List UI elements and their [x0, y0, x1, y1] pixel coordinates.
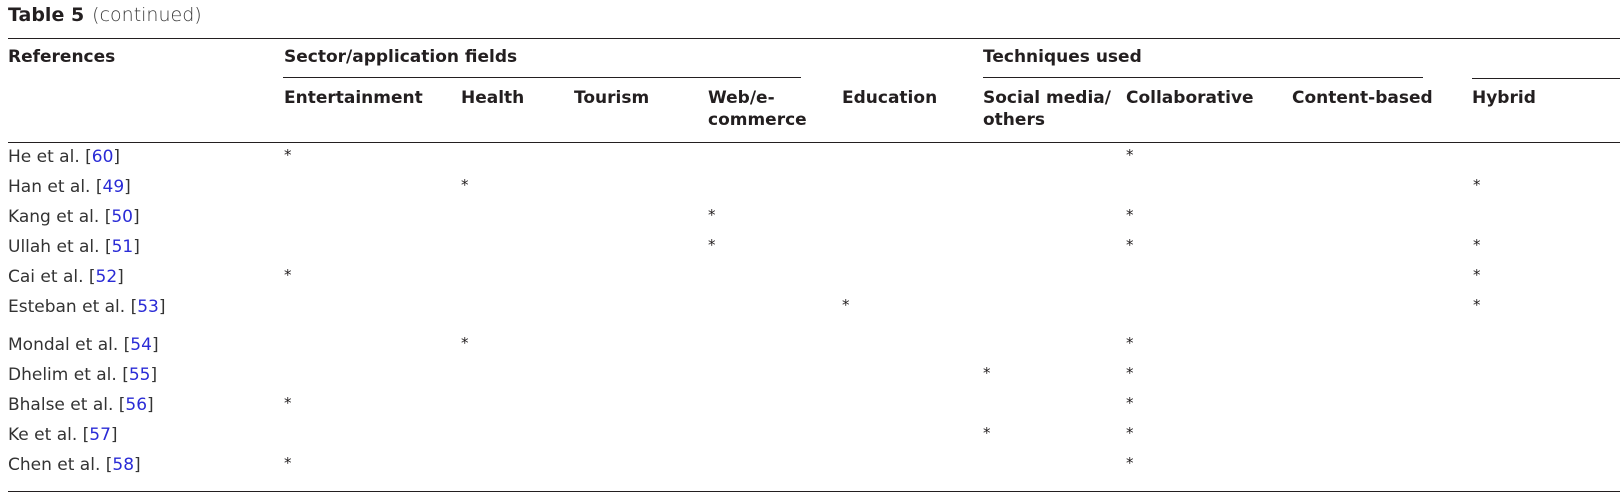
mark-collaborative: *: [1126, 424, 1134, 442]
mark-entertainment: *: [284, 454, 292, 472]
header-social-media: Social media/ others: [983, 87, 1111, 131]
reference-cell: Dhelim et al. [55]: [8, 364, 157, 386]
reference-close-bracket: ]: [113, 147, 121, 167]
header-tourism: Tourism: [574, 88, 650, 108]
reference-author: He et al. [: [8, 147, 92, 167]
table-caption: Table 5 (continued): [8, 4, 202, 26]
reference-close-bracket: ]: [110, 425, 118, 445]
mark-collaborative: *: [1126, 334, 1134, 352]
mark-hybrid: *: [1473, 266, 1481, 284]
mark-entertainment: *: [284, 394, 292, 412]
mark-collaborative: *: [1126, 394, 1134, 412]
reference-author: Esteban et al. [: [8, 297, 138, 317]
mark-collaborative: *: [1126, 206, 1134, 224]
header-hybrid: Hybrid: [1472, 88, 1536, 108]
mark-education: *: [842, 296, 850, 314]
citation-link[interactable]: 53: [137, 297, 159, 317]
citation-link[interactable]: 51: [111, 237, 134, 257]
techniques-group-rule: [983, 77, 1423, 78]
reference-close-bracket: ]: [147, 395, 154, 415]
reference-close-bracket: ]: [158, 297, 166, 317]
table-continued-note: (continued): [92, 4, 202, 26]
table-label: Table 5: [8, 4, 85, 26]
reference-cell: Kang et al. [50]: [8, 206, 140, 228]
header-education: Education: [842, 88, 938, 108]
reference-cell: Cai et al. [52]: [8, 266, 124, 288]
reference-author: Ke et al. [: [8, 425, 90, 445]
mark-entertainment: *: [284, 146, 292, 164]
reference-close-bracket: ]: [150, 365, 158, 385]
header-collaborative: Collaborative: [1126, 88, 1254, 108]
reference-cell: Bhalse et al. [56]: [8, 394, 154, 416]
header-content-based: Content-based: [1292, 88, 1433, 108]
header-social-line1: Social media/: [983, 88, 1111, 108]
mark-social: *: [983, 424, 991, 442]
citation-link[interactable]: 50: [111, 207, 133, 227]
reference-cell: Mondal et al. [54]: [8, 334, 159, 356]
citation-link[interactable]: 55: [128, 365, 151, 385]
mark-social: *: [983, 364, 991, 382]
reference-author: Ullah et al. [: [8, 237, 112, 257]
header-sector-group: Sector/application fields: [284, 47, 518, 67]
reference-cell: He et al. [60]: [8, 146, 120, 168]
mark-collaborative: *: [1126, 454, 1134, 472]
reference-cell: Esteban et al. [53]: [8, 296, 166, 318]
header-health: Health: [461, 88, 525, 108]
reference-close-bracket: ]: [134, 455, 141, 475]
mark-collaborative: *: [1126, 364, 1134, 382]
reference-close-bracket: ]: [124, 177, 131, 197]
citation-link[interactable]: 56: [125, 395, 148, 415]
reference-close-bracket: ]: [117, 267, 124, 287]
citation-link[interactable]: 49: [102, 177, 125, 197]
reference-author: Kang et al. [: [8, 207, 112, 227]
mark-web: *: [708, 236, 716, 254]
mark-collaborative: *: [1126, 236, 1134, 254]
mark-hybrid: *: [1473, 296, 1481, 314]
reference-author: Chen et al. [: [8, 455, 113, 475]
header-web-ecommerce: Web/e- commerce: [708, 87, 807, 131]
reference-cell: Ke et al. [57]: [8, 424, 118, 446]
header-references: References: [8, 47, 116, 67]
reference-close-bracket: ]: [151, 335, 159, 355]
reference-close-bracket: ]: [133, 207, 140, 227]
reference-author: Cai et al. [: [8, 267, 96, 287]
header-web-line2: commerce: [708, 110, 807, 130]
reference-cell: Ullah et al. [51]: [8, 236, 140, 258]
header-social-line2: others: [983, 110, 1045, 130]
mark-hybrid: *: [1473, 176, 1481, 194]
mark-collaborative: *: [1126, 146, 1134, 164]
citation-link[interactable]: 52: [95, 267, 118, 287]
mark-health: *: [461, 334, 469, 352]
citation-link[interactable]: 58: [112, 455, 135, 475]
mark-health: *: [461, 176, 469, 194]
header-entertainment: Entertainment: [284, 88, 423, 108]
citation-link[interactable]: 54: [130, 335, 152, 355]
top-rule: [8, 38, 1620, 39]
citation-link[interactable]: 60: [91, 147, 114, 167]
mark-web: *: [708, 206, 716, 224]
mark-entertainment: *: [284, 266, 292, 284]
bottom-rule: [8, 491, 1620, 492]
reference-close-bracket: ]: [133, 237, 140, 257]
header-techniques-group: Techniques used: [983, 47, 1142, 67]
header-web-line1: Web/e-: [708, 88, 775, 108]
hybrid-group-rule: [1472, 78, 1620, 79]
citation-link[interactable]: 57: [89, 425, 111, 445]
reference-author: Han et al. [: [8, 177, 103, 197]
reference-author: Dhelim et al. [: [8, 365, 129, 385]
mark-hybrid: *: [1473, 236, 1481, 254]
sector-group-rule: [283, 77, 801, 78]
reference-cell: Han et al. [49]: [8, 176, 131, 198]
header-bottom-rule: [8, 142, 1620, 143]
reference-author: Bhalse et al. [: [8, 395, 126, 415]
reference-cell: Chen et al. [58]: [8, 454, 141, 476]
reference-author: Mondal et al. [: [8, 335, 131, 355]
